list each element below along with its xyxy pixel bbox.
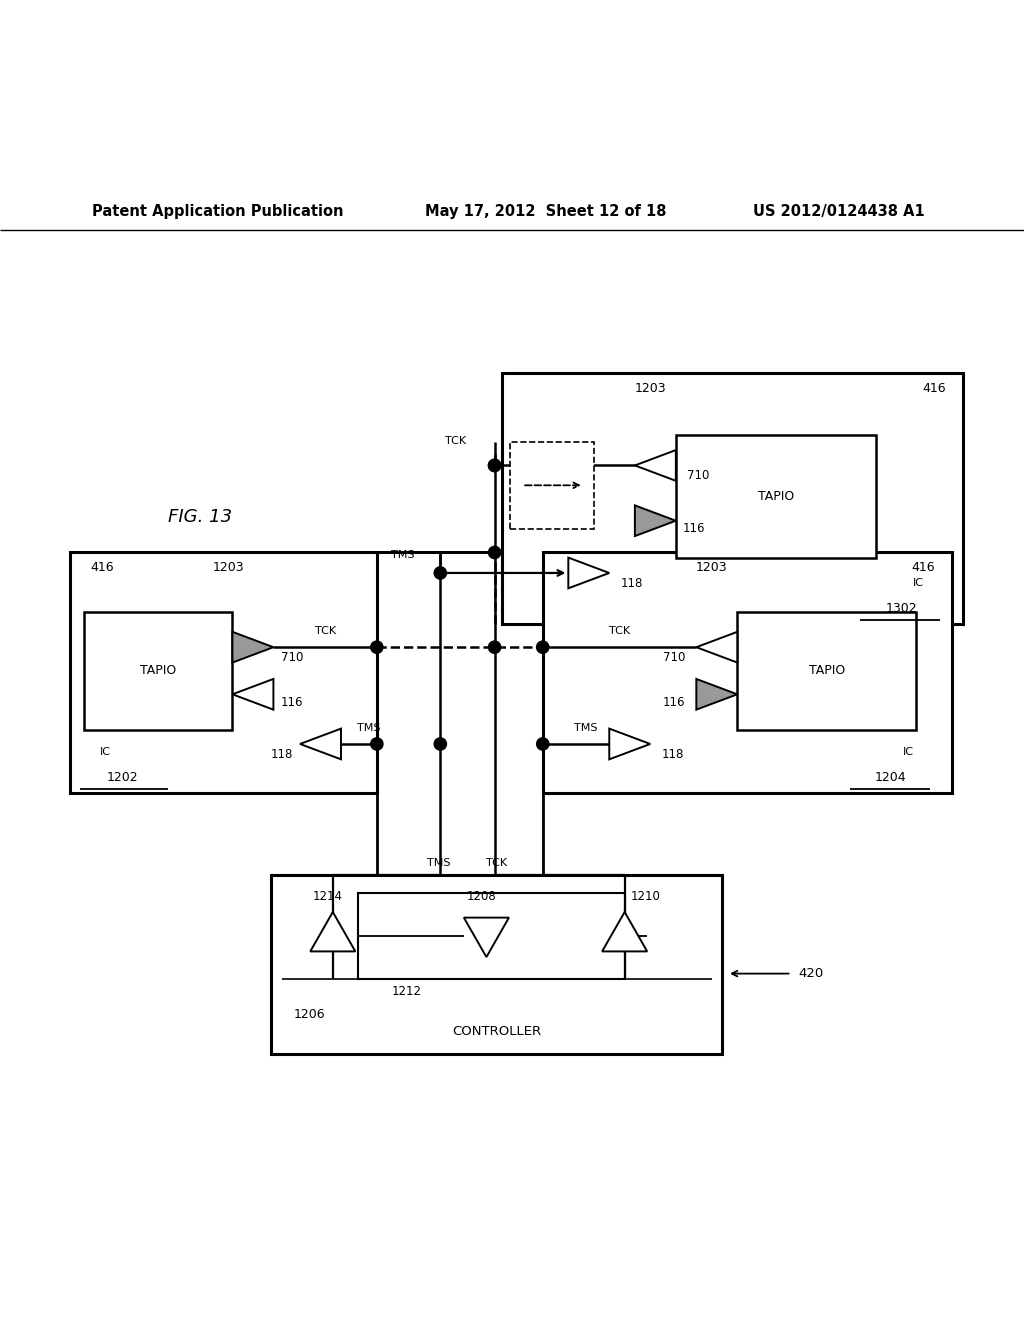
Circle shape xyxy=(434,738,446,750)
Text: 710: 710 xyxy=(281,651,303,664)
Bar xyxy=(358,894,625,979)
Text: May 17, 2012  Sheet 12 of 18: May 17, 2012 Sheet 12 of 18 xyxy=(425,205,667,219)
Text: TMS: TMS xyxy=(357,722,381,733)
Polygon shape xyxy=(609,729,650,759)
Polygon shape xyxy=(696,632,737,663)
Polygon shape xyxy=(602,912,647,952)
Polygon shape xyxy=(696,678,737,710)
Text: TCK: TCK xyxy=(486,858,507,867)
Text: 710: 710 xyxy=(663,651,685,664)
Text: TAPIO: TAPIO xyxy=(809,664,845,677)
Text: 118: 118 xyxy=(270,747,293,760)
Bar xyxy=(737,612,916,730)
Polygon shape xyxy=(635,450,676,480)
Text: 416: 416 xyxy=(90,561,115,574)
Bar xyxy=(502,374,963,624)
Text: 420: 420 xyxy=(799,968,824,979)
Text: 1212: 1212 xyxy=(391,985,421,998)
Text: IC: IC xyxy=(913,578,924,589)
Text: CONTROLLER: CONTROLLER xyxy=(452,1026,542,1039)
Bar xyxy=(84,612,232,730)
Text: 116: 116 xyxy=(281,696,303,709)
Polygon shape xyxy=(310,912,355,952)
Text: 1210: 1210 xyxy=(630,890,660,903)
Circle shape xyxy=(488,546,501,558)
Circle shape xyxy=(488,459,501,471)
Text: Patent Application Publication: Patent Application Publication xyxy=(92,205,344,219)
Text: US 2012/0124438 A1: US 2012/0124438 A1 xyxy=(753,205,925,219)
Text: FIG. 13: FIG. 13 xyxy=(168,508,231,525)
Text: TMS: TMS xyxy=(574,722,598,733)
Polygon shape xyxy=(232,632,273,663)
Text: 1203: 1203 xyxy=(635,383,666,395)
Text: 1208: 1208 xyxy=(466,890,497,903)
Text: TAPIO: TAPIO xyxy=(140,664,176,677)
Text: 1206: 1206 xyxy=(294,1008,326,1022)
Text: IC: IC xyxy=(100,747,111,758)
Text: 1202: 1202 xyxy=(108,771,138,784)
Text: 116: 116 xyxy=(683,523,706,536)
Text: 1302: 1302 xyxy=(886,602,916,615)
Circle shape xyxy=(488,642,501,653)
Circle shape xyxy=(371,738,383,750)
Bar xyxy=(510,442,594,529)
Text: TCK: TCK xyxy=(314,626,336,636)
Text: 1204: 1204 xyxy=(876,771,906,784)
Circle shape xyxy=(434,566,446,579)
Circle shape xyxy=(488,459,501,471)
Polygon shape xyxy=(464,917,509,957)
Polygon shape xyxy=(300,729,341,759)
Text: TMS: TMS xyxy=(391,549,415,560)
Bar xyxy=(676,434,876,557)
Text: 710: 710 xyxy=(687,469,710,482)
Bar xyxy=(70,553,377,793)
Text: 416: 416 xyxy=(922,383,946,395)
Circle shape xyxy=(537,642,549,653)
Text: 1203: 1203 xyxy=(213,561,244,574)
Text: TMS: TMS xyxy=(427,858,450,867)
Text: 116: 116 xyxy=(663,696,685,709)
Text: 1203: 1203 xyxy=(696,561,727,574)
Text: 416: 416 xyxy=(911,561,936,574)
Polygon shape xyxy=(232,678,273,710)
Circle shape xyxy=(371,642,383,653)
Circle shape xyxy=(537,738,549,750)
Text: TCK: TCK xyxy=(609,626,630,636)
Text: 1214: 1214 xyxy=(312,890,343,903)
Bar xyxy=(271,875,722,1055)
Text: 118: 118 xyxy=(662,747,684,760)
Text: TAPIO: TAPIO xyxy=(758,490,794,503)
Bar xyxy=(377,553,543,875)
Polygon shape xyxy=(635,506,676,536)
Polygon shape xyxy=(568,557,609,589)
Text: 118: 118 xyxy=(621,577,643,590)
Text: TCK: TCK xyxy=(444,437,466,446)
Bar xyxy=(543,553,952,793)
Text: IC: IC xyxy=(903,747,913,758)
